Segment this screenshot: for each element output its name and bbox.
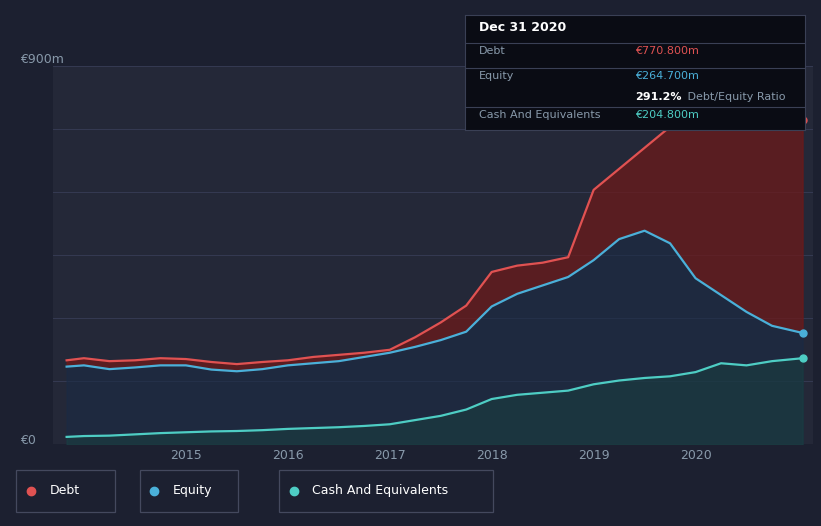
Text: Debt: Debt <box>479 46 506 56</box>
Text: €204.800m: €204.800m <box>635 110 699 120</box>
Text: Cash And Equivalents: Cash And Equivalents <box>312 484 448 497</box>
Text: €0: €0 <box>21 434 36 447</box>
Text: Debt: Debt <box>49 484 80 497</box>
Text: €264.700m: €264.700m <box>635 72 699 82</box>
Text: €900m: €900m <box>21 53 64 66</box>
Text: Debt/Equity Ratio: Debt/Equity Ratio <box>684 92 786 102</box>
Text: Equity: Equity <box>172 484 212 497</box>
Text: 291.2%: 291.2% <box>635 92 681 102</box>
Text: Equity: Equity <box>479 72 514 82</box>
Text: €770.800m: €770.800m <box>635 46 699 56</box>
Text: Dec 31 2020: Dec 31 2020 <box>479 21 566 34</box>
Text: Cash And Equivalents: Cash And Equivalents <box>479 110 600 120</box>
